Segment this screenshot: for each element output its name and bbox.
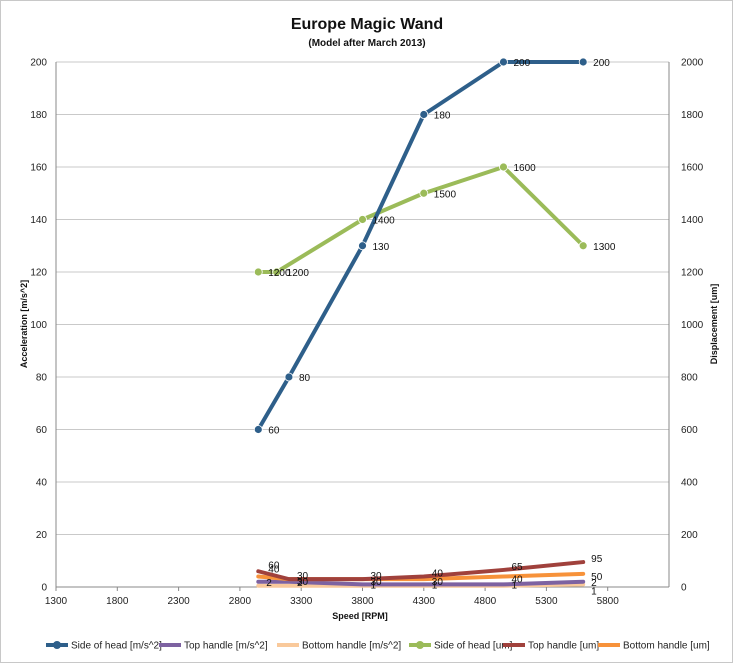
data-label: 1500 — [434, 189, 457, 200]
data-label: 60 — [268, 560, 280, 571]
series-line-1 — [256, 60, 586, 432]
series-layer — [253, 57, 588, 588]
data-label: 1 — [511, 580, 517, 591]
y-tick-label: 140 — [30, 215, 47, 226]
data-label: 2 — [591, 578, 597, 589]
legend-label-3: Bottom handle [m/s^2] — [302, 641, 401, 652]
chart-subtitle: (Model after March 2013) — [308, 38, 425, 49]
x-tick-label: 5800 — [597, 596, 620, 607]
y2-axis-title: Displacement [um] — [709, 284, 719, 365]
data-label: 1200 — [287, 268, 310, 279]
legend: Side of head [m/s^2] Top handle [m/s^2] Bo… — [46, 641, 710, 652]
legend-label-2: Top handle [m/s^2] — [184, 641, 268, 652]
x-tick-label: 4300 — [413, 596, 436, 607]
data-label: 40 — [511, 575, 523, 586]
y-tick-label: 20 — [36, 530, 48, 541]
y2-tick-label: 400 — [681, 478, 698, 489]
data-label: 80 — [299, 373, 311, 384]
y2-tick-label: 1800 — [681, 110, 704, 121]
y-tick-label: 80 — [36, 373, 48, 384]
data-label: 130 — [373, 242, 390, 253]
series-1-point — [253, 425, 263, 434]
data-label: 200 — [513, 58, 530, 69]
data-label: 1400 — [373, 216, 396, 227]
data-label: 2 — [266, 578, 272, 589]
x-tick-label: 1800 — [106, 596, 129, 607]
series-4-point — [578, 241, 588, 251]
series-1-point — [419, 110, 429, 119]
series-4-point — [358, 215, 367, 224]
series-4-point — [253, 267, 263, 277]
data-label: 1600 — [513, 163, 536, 174]
data-label: 1 — [371, 580, 377, 591]
x-tick-label: 2300 — [167, 596, 190, 607]
series-4-point — [272, 267, 282, 277]
x-tick-label: 2800 — [229, 596, 252, 607]
series-1-point — [284, 372, 294, 382]
y2-tick-label: 1400 — [681, 215, 704, 226]
data-label: 40 — [268, 565, 280, 576]
series-4-point — [499, 162, 508, 172]
data-label: 30 — [297, 571, 309, 582]
data-label: 40 — [432, 569, 444, 580]
series-1-point — [499, 57, 508, 67]
legend-marker-4 — [416, 641, 424, 649]
data-label: 50 — [591, 572, 603, 583]
data-label: 2 — [297, 578, 303, 589]
chart-title: Europe Magic Wand — [291, 16, 443, 33]
data-label: 30 — [432, 577, 444, 588]
y-tick-label: 160 — [30, 163, 47, 174]
y2-tick-label: 2000 — [681, 58, 704, 69]
y-tick-label: 100 — [30, 320, 47, 331]
y2-tick-label: 1200 — [681, 268, 704, 279]
data-label: 30 — [371, 571, 383, 582]
x-tick-label: 1300 — [45, 596, 68, 607]
legend-label-5: Top handle [um] — [528, 641, 599, 652]
y2-tick-label: 1000 — [681, 320, 704, 331]
series-1-point — [358, 241, 367, 251]
gridlines — [56, 61, 669, 588]
data-label: 30 — [371, 577, 383, 588]
series-4-point — [419, 188, 429, 198]
x-tick-label: 4800 — [474, 596, 497, 607]
data-label: 180 — [434, 111, 451, 122]
y-tick-label: 120 — [30, 268, 47, 279]
y-tick-label: 0 — [41, 583, 47, 594]
data-label: 30 — [297, 577, 309, 588]
x-tick-label: 3300 — [290, 596, 313, 607]
legend-label-1: Side of head [m/s^2] — [71, 641, 162, 652]
y2-tick-label: 0 — [681, 583, 687, 594]
y2-tick-label: 800 — [681, 373, 698, 384]
series-line-5 — [256, 560, 586, 582]
y-axis-title: Acceleration [m/s^2] — [19, 280, 29, 368]
axes: 0204060801001201401601802000200400600800… — [30, 58, 703, 608]
data-label: 200 — [593, 58, 610, 69]
legend-label-4: Side of head [um] — [434, 641, 513, 652]
y-tick-label: 60 — [36, 425, 48, 436]
y2-tick-label: 200 — [681, 530, 698, 541]
y-tick-label: 180 — [30, 110, 47, 121]
series-line-2 — [256, 579, 586, 587]
legend-label-6: Bottom handle [um] — [623, 641, 710, 652]
y2-tick-label: 600 — [681, 425, 698, 436]
y2-tick-label: 1600 — [681, 163, 704, 174]
data-label: 1 — [432, 580, 438, 591]
data-label: 60 — [268, 426, 280, 437]
y-tick-label: 200 — [30, 58, 47, 69]
data-label: 65 — [511, 562, 523, 573]
data-label: 1 — [591, 586, 597, 597]
series-1-point — [578, 57, 588, 67]
data-label: 1200 — [268, 268, 291, 279]
x-tick-label: 5300 — [535, 596, 558, 607]
legend-marker-1 — [53, 641, 61, 649]
x-tick-label: 3800 — [351, 596, 374, 607]
x-axis-title: Speed [RPM] — [332, 611, 388, 621]
data-label: 95 — [591, 554, 603, 565]
y-tick-label: 40 — [36, 478, 48, 489]
data-label: 1300 — [593, 242, 616, 253]
